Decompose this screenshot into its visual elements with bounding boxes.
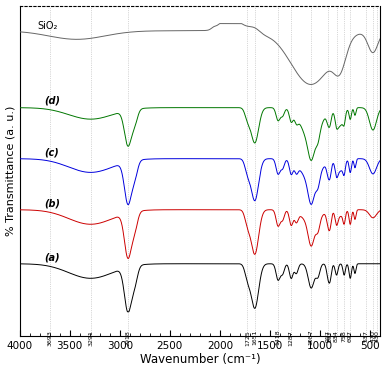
X-axis label: Wavenumber (cm⁻¹): Wavenumber (cm⁻¹)	[140, 353, 260, 366]
Text: 430: 430	[375, 330, 380, 341]
Text: 470: 470	[370, 330, 375, 341]
Text: 3291: 3291	[88, 330, 93, 346]
Text: 2918: 2918	[125, 330, 130, 346]
Text: 1287: 1287	[289, 330, 294, 346]
Text: (c): (c)	[45, 147, 60, 157]
Text: 897: 897	[328, 330, 333, 341]
Text: 537: 537	[364, 330, 369, 341]
Text: SiO₂: SiO₂	[38, 21, 58, 31]
Text: 3693: 3693	[48, 330, 53, 346]
Text: 758: 758	[342, 330, 347, 341]
Text: 834: 834	[334, 330, 339, 341]
Text: (b): (b)	[45, 199, 61, 209]
Y-axis label: % Transmittance (a. u.): % Transmittance (a. u.)	[5, 106, 15, 236]
Text: (d): (d)	[45, 96, 61, 106]
Text: 1418: 1418	[276, 330, 281, 346]
Text: 1651: 1651	[252, 330, 257, 345]
Text: 697: 697	[348, 330, 353, 341]
Text: 917: 917	[326, 330, 331, 341]
Text: 1087: 1087	[309, 330, 314, 346]
Text: 1725: 1725	[245, 330, 250, 346]
Text: (a): (a)	[45, 253, 60, 263]
